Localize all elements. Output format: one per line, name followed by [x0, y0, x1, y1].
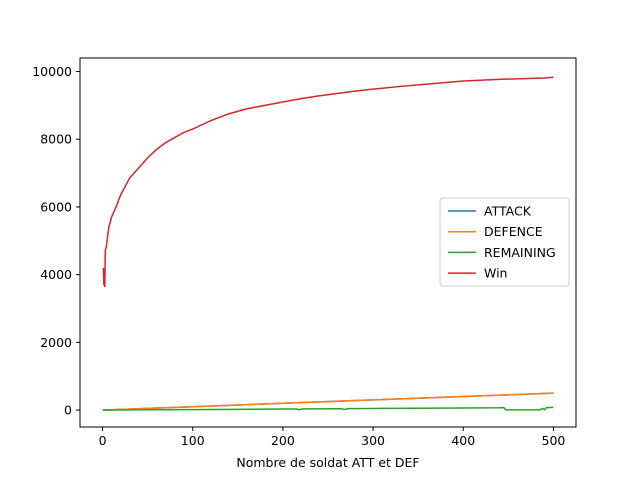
- plot-area: [102, 76, 554, 411]
- legend-label-defence: DEFENCE: [484, 224, 543, 239]
- axes-frame: [79, 57, 577, 428]
- series-line-remaining: [102, 406, 554, 411]
- x-tick-label: 0: [99, 433, 107, 448]
- y-tick-label: 8000: [40, 132, 72, 147]
- x-tick-label: 200: [271, 433, 295, 448]
- y-tick-label: 0: [64, 403, 72, 418]
- x-axis: 0 100 200 300 400 500: [99, 427, 566, 448]
- series-line-defence: [102, 392, 554, 411]
- legend-box: [439, 197, 570, 287]
- series-line-win: [102, 76, 554, 288]
- legend-label-remaining: REMAINING: [484, 245, 556, 260]
- y-tick-label: 10000: [32, 64, 72, 79]
- legend: ATTACK DEFENCE REMAINING Win: [439, 197, 570, 287]
- x-tick-label: 100: [181, 433, 205, 448]
- x-axis-label: Nombre de soldat ATT et DEF: [236, 455, 419, 470]
- y-tick-label: 6000: [40, 199, 72, 214]
- legend-label-attack: ATTACK: [484, 204, 532, 219]
- y-tick-label: 2000: [40, 335, 72, 350]
- y-tick-label: 4000: [40, 267, 72, 282]
- x-tick-label: 400: [451, 433, 475, 448]
- x-tick-label: 500: [542, 433, 566, 448]
- legend-label-win: Win: [484, 266, 507, 281]
- y-axis: 0 2000 4000 6000 8000 10000: [32, 64, 80, 418]
- x-tick-label: 300: [361, 433, 385, 448]
